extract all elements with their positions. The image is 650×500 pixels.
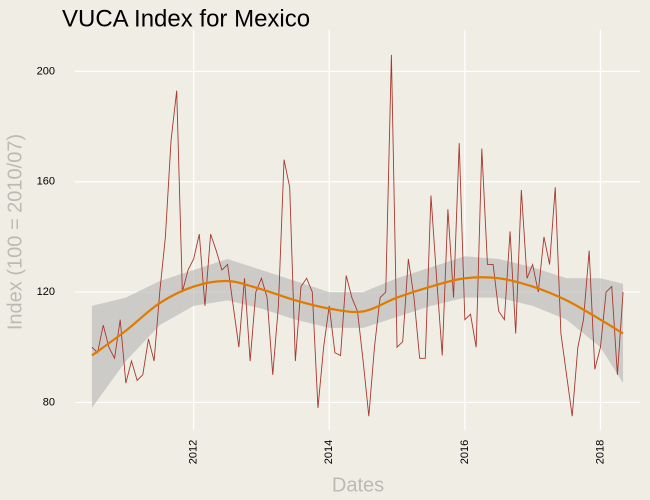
x-tick-label: 2016 xyxy=(459,440,471,464)
confidence-band xyxy=(91,256,624,408)
y-axis-label: Index (100 = 2010/07) xyxy=(4,134,26,330)
x-tick-label: 2018 xyxy=(594,440,606,464)
x-tick-label: 2014 xyxy=(323,440,335,464)
x-axis-label: Dates xyxy=(332,474,384,496)
y-tick-label: 200 xyxy=(37,65,55,77)
smooth-line xyxy=(91,276,624,357)
y-tick-label: 160 xyxy=(37,176,55,188)
x-tick-label: 2012 xyxy=(188,440,200,464)
y-tick-label: 120 xyxy=(37,286,55,298)
y-tick-label: 80 xyxy=(43,396,55,408)
chart-title: VUCA Index for Mexico xyxy=(62,5,310,32)
